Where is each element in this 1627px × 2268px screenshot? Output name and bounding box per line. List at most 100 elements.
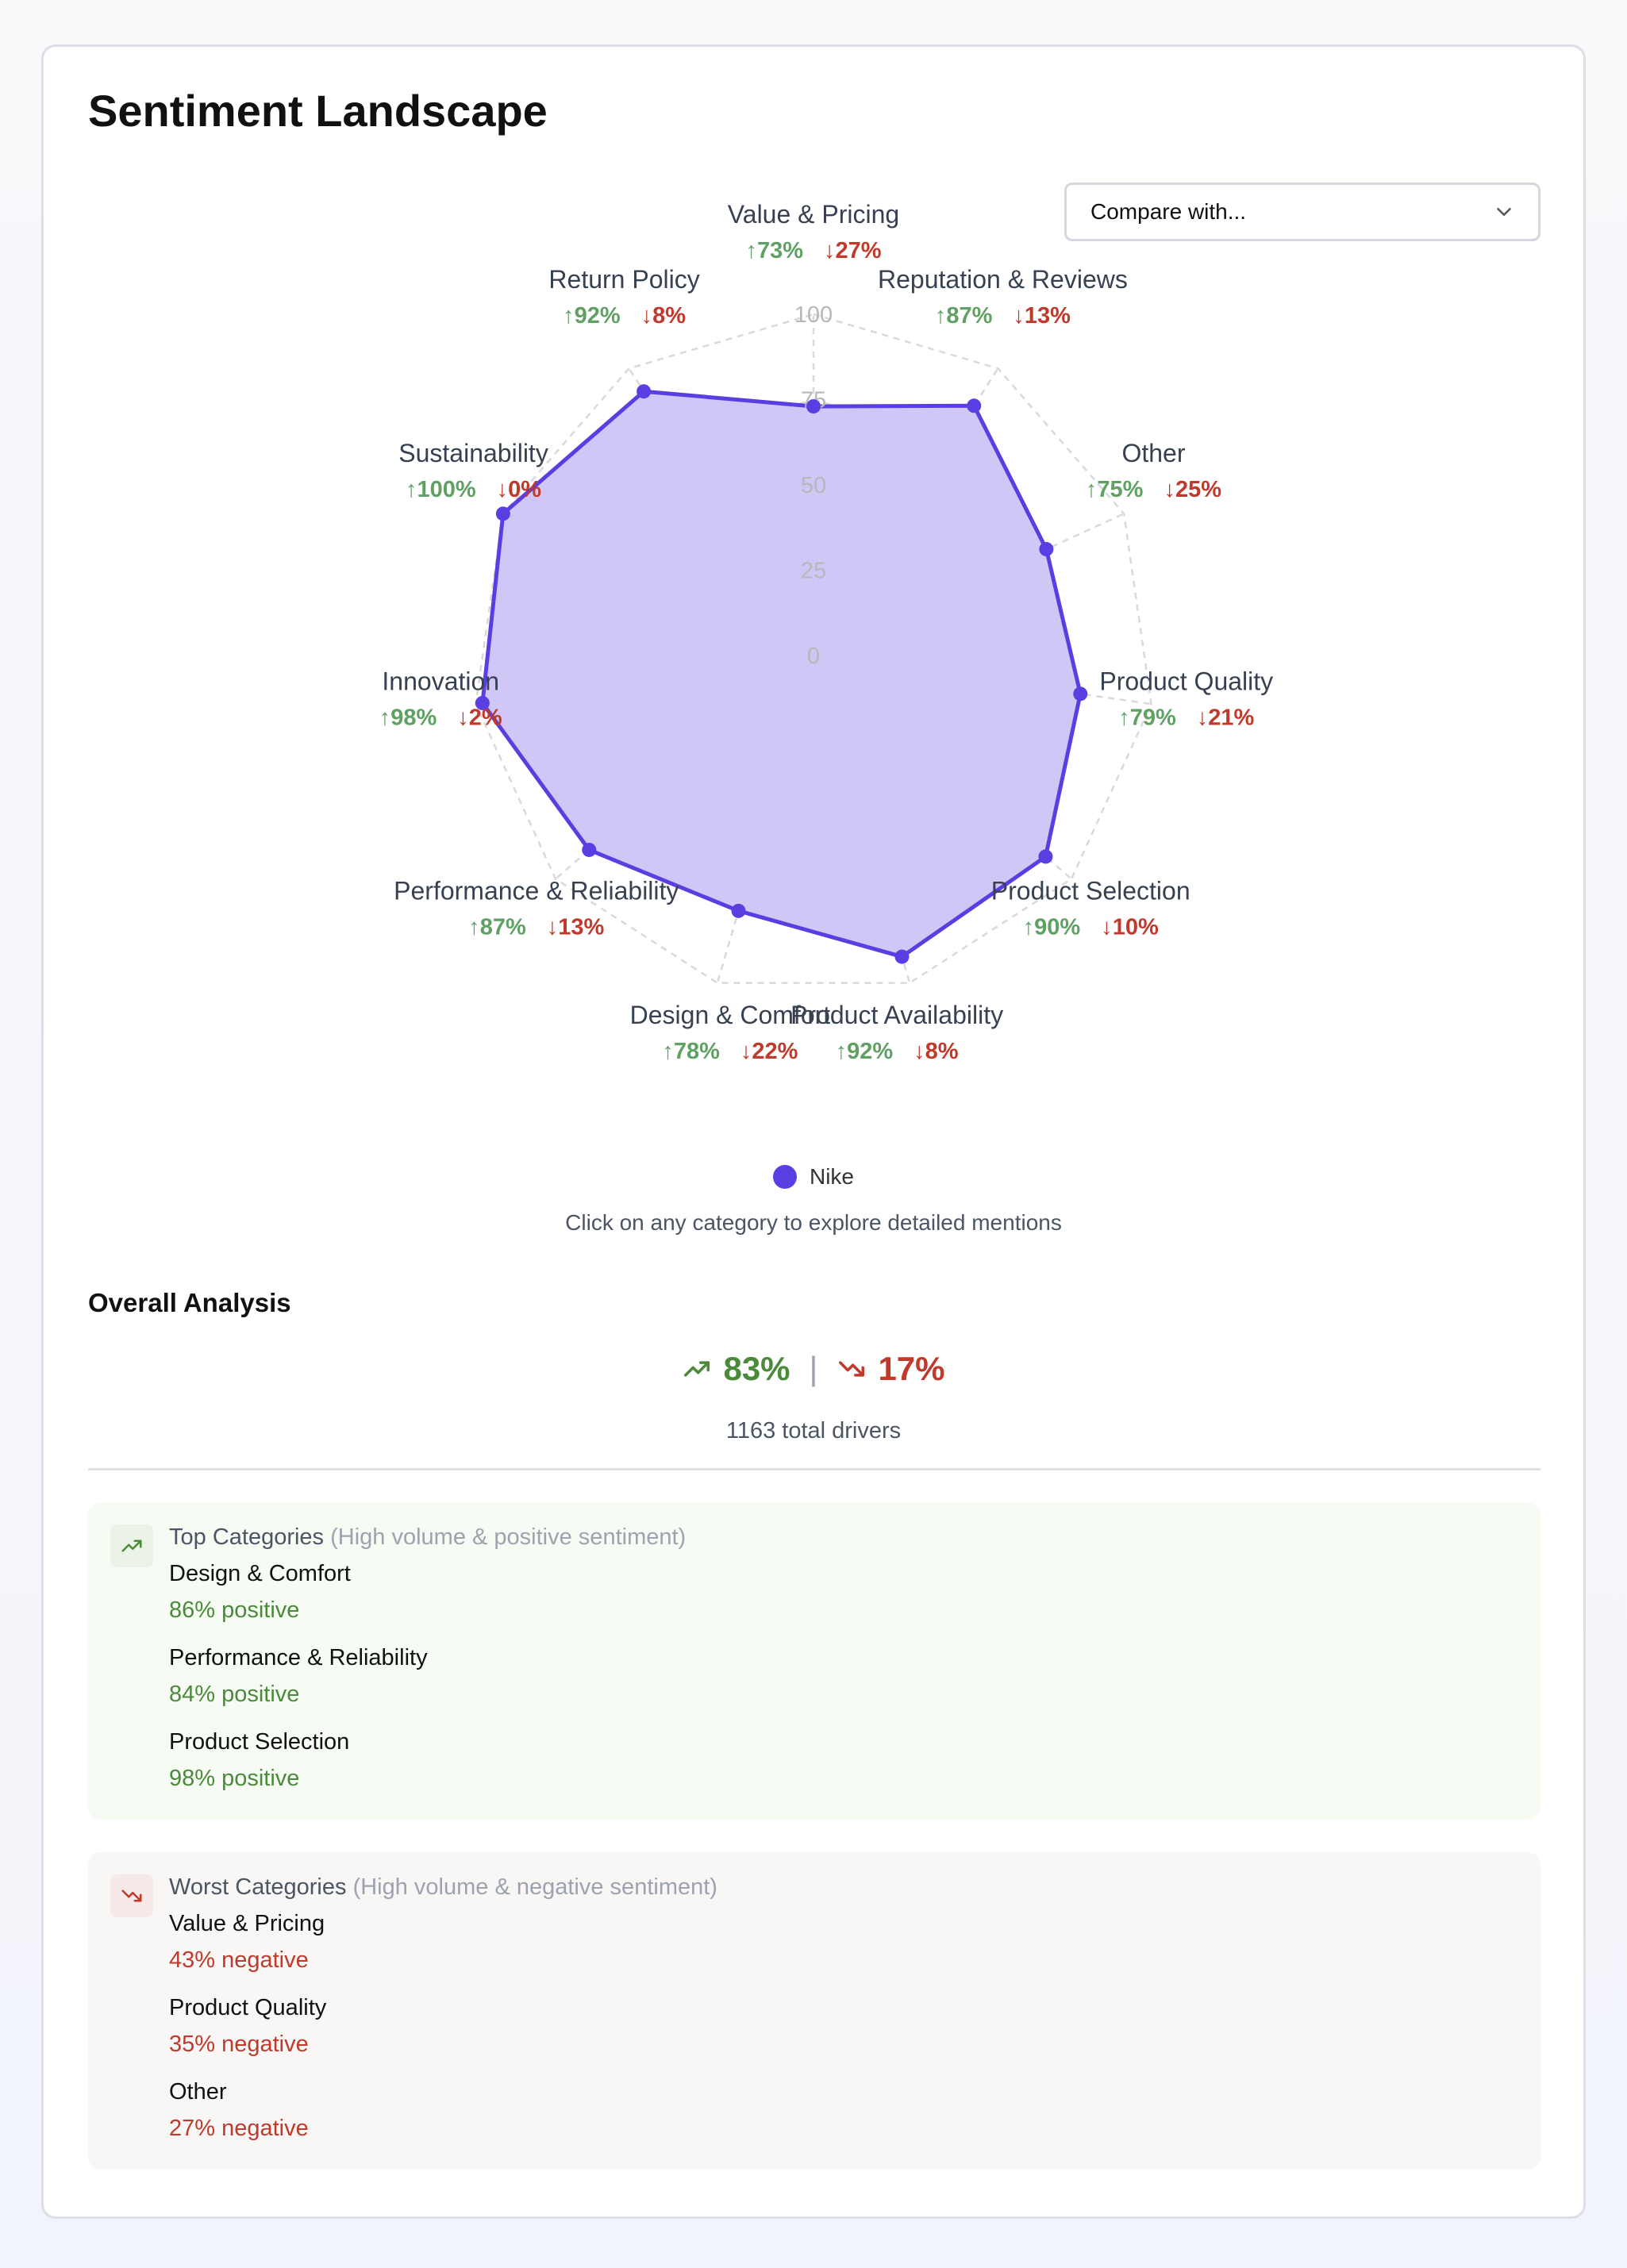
category-negative: ↓21% (1197, 705, 1255, 730)
data-point[interactable] (806, 399, 821, 414)
category-label-performance-reliability[interactable]: Performance & Reliability ↑87% ↓13% (394, 876, 679, 940)
worst-category-name[interactable]: Value & Pricing (169, 1911, 325, 1936)
chevron-down-icon (1497, 208, 1511, 216)
category-label-innovation[interactable]: Innovation ↑98% ↓2% (379, 667, 502, 730)
category-negative: ↓0% (497, 477, 542, 502)
data-point[interactable] (1039, 542, 1054, 557)
top-categories-panel: Top Categories (High volume & positive s… (88, 1502, 1540, 1820)
overall-stats: 83% | 17% (44, 1350, 1583, 1388)
category-positive: ↑92% (563, 303, 621, 329)
compare-dropdown-label: Compare with... (1090, 199, 1247, 224)
category-label-reputation-reviews[interactable]: Reputation & Reviews ↑87% ↓13% (878, 265, 1128, 329)
category-label-value-pricing[interactable]: Value & Pricing ↑73% ↓27% (728, 200, 899, 263)
data-point[interactable] (495, 506, 510, 521)
category-name: Product Quality (1099, 667, 1273, 695)
category-sentiment: ↑87% ↓13% (468, 914, 604, 940)
category-label-design-comfort[interactable]: Design & Comfort ↑78% ↓22% (630, 1001, 831, 1064)
divider (88, 1468, 1540, 1470)
data-point[interactable] (894, 949, 910, 964)
category-positive: ↑90% (1023, 914, 1081, 940)
category-sentiment: ↑92% ↓8% (836, 1039, 959, 1064)
data-point[interactable] (582, 842, 597, 857)
trending-up-icon (110, 1524, 153, 1567)
category-label-product-quality[interactable]: Product Quality ↑79% ↓21% (1099, 667, 1273, 730)
top-heading-text: Top Categories (169, 1524, 325, 1550)
top-category-name[interactable]: Design & Comfort (169, 1561, 351, 1586)
category-name: Return Policy (548, 265, 699, 294)
axis-tick-label: 25 (801, 559, 826, 584)
legend-swatch (772, 1165, 797, 1189)
data-point[interactable] (731, 903, 746, 918)
page-title: Sentiment Landscape (88, 86, 548, 136)
category-sentiment: ↑100% ↓0% (406, 477, 541, 502)
worst-heading-text: Worst Categories (169, 1874, 347, 1900)
legend-label: Nike (809, 1164, 854, 1189)
category-name: Product Availability (790, 1001, 1003, 1029)
sentiment-card: Sentiment Landscape 0255075100Value & Pr… (41, 44, 1586, 2219)
top-category-value: 98% positive (169, 1766, 300, 1791)
category-negative: ↓10% (1101, 914, 1159, 940)
top-subheading-text: (High volume & positive sentiment) (330, 1524, 687, 1550)
category-name: Performance & Reliability (394, 876, 679, 905)
category-negative: ↓13% (547, 914, 605, 940)
axis-tick-label: 0 (807, 644, 820, 669)
category-positive: ↑75% (1086, 477, 1144, 502)
category-label-product-availability[interactable]: Product Availability ↑92% ↓8% (790, 1001, 1003, 1064)
category-sentiment: ↑73% ↓27% (745, 238, 881, 263)
worst-categories-panel: Worst Categories (High volume & negative… (88, 1852, 1540, 2170)
category-negative: ↓8% (641, 303, 687, 329)
chart-hint: Click on any category to explore detaile… (565, 1210, 1062, 1235)
category-positive: ↑87% (935, 303, 993, 329)
category-name: Product Selection (991, 876, 1190, 905)
category-sentiment: ↑75% ↓25% (1086, 477, 1221, 502)
overall-negative: 17% (878, 1350, 945, 1387)
category-positive: ↑73% (745, 238, 803, 263)
overall-positive: 83% (723, 1350, 790, 1387)
data-point[interactable] (1038, 849, 1053, 864)
category-sentiment: ↑87% ↓13% (935, 303, 1071, 329)
category-negative: ↓27% (824, 238, 882, 263)
category-negative: ↓2% (457, 705, 502, 730)
category-negative: ↓22% (740, 1039, 798, 1064)
top-category-value: 84% positive (169, 1682, 300, 1707)
category-positive: ↑100% (406, 477, 476, 502)
category-negative: ↓8% (914, 1039, 959, 1064)
worst-category-name[interactable]: Product Quality (169, 1995, 327, 2020)
data-point[interactable] (637, 384, 652, 399)
category-negative: ↓13% (1013, 303, 1071, 329)
category-name: Sustainability (398, 439, 548, 467)
category-positive: ↑98% (379, 705, 437, 730)
trending-up-icon (684, 1361, 710, 1377)
category-name: Design & Comfort (630, 1001, 831, 1029)
top-category-name[interactable]: Performance & Reliability (169, 1645, 428, 1670)
compare-dropdown[interactable]: Compare with... (1064, 183, 1540, 241)
category-name: Value & Pricing (728, 200, 899, 229)
category-label-return-policy[interactable]: Return Policy ↑92% ↓8% (548, 265, 699, 329)
data-point[interactable] (475, 695, 490, 710)
worst-category-name[interactable]: Other (169, 2079, 227, 2105)
radar-chart: 0255075100Value & Pricing↑73%↓27%Reputat… (379, 200, 1273, 1064)
data-point[interactable] (1073, 686, 1088, 702)
top-categories-heading: Top Categories (High volume & positive s… (169, 1524, 686, 1551)
worst-subheading-text: (High volume & negative sentiment) (352, 1874, 717, 1900)
category-label-sustainability[interactable]: Sustainability ↑100% ↓0% (398, 439, 548, 502)
category-negative: ↓25% (1164, 477, 1221, 502)
data-point[interactable] (967, 398, 982, 413)
top-category-value: 86% positive (169, 1597, 300, 1623)
category-positive: ↑78% (662, 1039, 720, 1064)
category-sentiment: ↑90% ↓10% (1023, 914, 1159, 940)
category-sentiment: ↑98% ↓2% (379, 705, 502, 730)
chart-legend[interactable]: Nike (44, 1164, 1583, 1190)
top-category-name[interactable]: Product Selection (169, 1729, 350, 1755)
category-name: Other (1121, 439, 1185, 467)
category-name: Innovation (382, 667, 499, 695)
category-sentiment: ↑79% ↓21% (1118, 705, 1254, 730)
category-sentiment: ↑92% ↓8% (563, 303, 686, 329)
category-label-other[interactable]: Other ↑75% ↓25% (1086, 439, 1221, 502)
category-positive: ↑87% (468, 914, 526, 940)
overall-separator: | (809, 1350, 818, 1387)
category-label-product-selection[interactable]: Product Selection ↑90% ↓10% (991, 876, 1190, 940)
overall-analysis-title: Overall Analysis (88, 1288, 291, 1317)
series-area-nike (480, 389, 1083, 959)
worst-category-value: 35% negative (169, 2032, 309, 2057)
